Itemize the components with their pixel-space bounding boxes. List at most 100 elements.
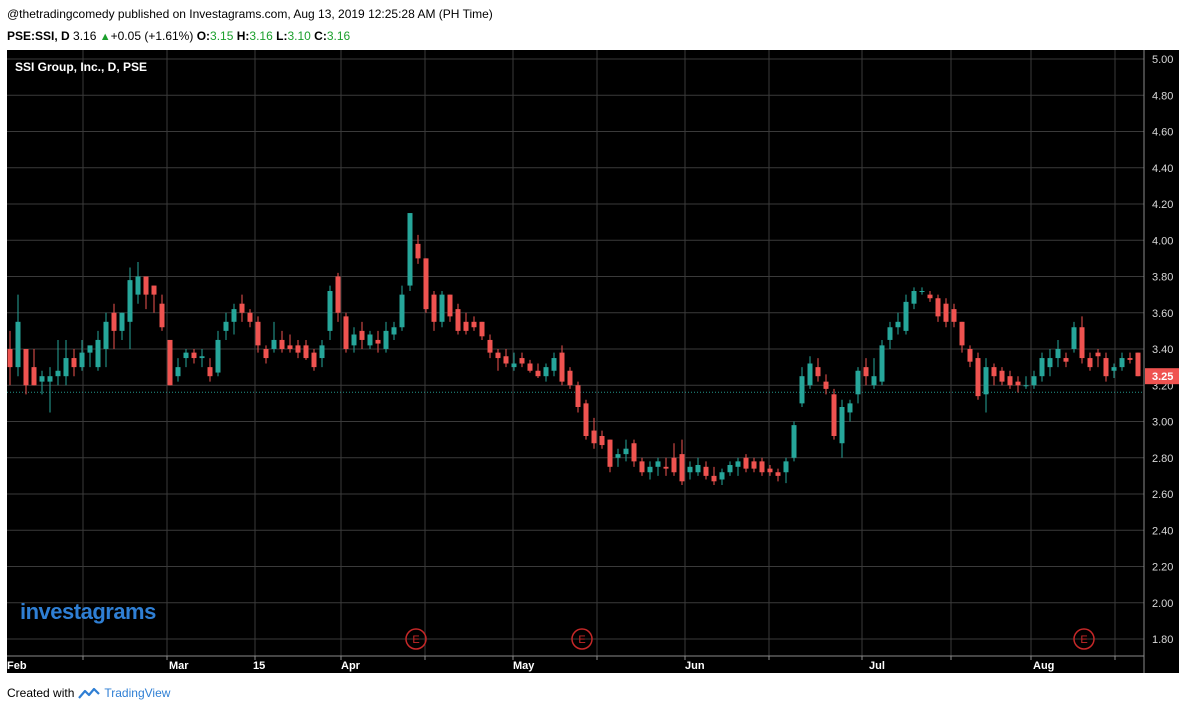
candle-body bbox=[223, 321, 229, 331]
y-tick-label: 2.00 bbox=[1152, 598, 1173, 610]
candle-body bbox=[735, 461, 741, 467]
y-tick-label: 1.80 bbox=[1152, 634, 1173, 646]
earnings-marker-label: E bbox=[1080, 634, 1087, 646]
candle-body bbox=[559, 352, 565, 382]
earnings-marker-icon bbox=[405, 628, 427, 650]
candle-body bbox=[199, 356, 205, 359]
current-price-label: 3.25 bbox=[1152, 371, 1173, 383]
candle-body bbox=[319, 345, 325, 359]
tradingview-logo-icon bbox=[78, 687, 101, 699]
candle-body bbox=[55, 370, 61, 377]
created-with-label: Created with bbox=[7, 686, 75, 700]
y-tick-label: 4.80 bbox=[1152, 90, 1173, 102]
candle-body bbox=[607, 439, 613, 467]
candle-body bbox=[175, 367, 181, 377]
candle-body bbox=[495, 352, 501, 359]
candle-body bbox=[703, 466, 709, 476]
candle-body bbox=[351, 334, 357, 346]
candle-body bbox=[95, 339, 101, 368]
candle-body bbox=[1023, 385, 1029, 387]
candle-body bbox=[1015, 381, 1021, 386]
candle-body bbox=[951, 309, 957, 322]
x-tick-label: Aug bbox=[1033, 660, 1054, 672]
candle-body bbox=[583, 403, 589, 436]
x-tick-label: Feb bbox=[7, 660, 27, 672]
earnings-marker-label: E bbox=[412, 634, 419, 646]
candle-body bbox=[287, 345, 293, 349]
candle-body bbox=[487, 339, 493, 353]
open-label: O: bbox=[196, 29, 211, 43]
candle-body bbox=[135, 276, 141, 295]
tradingview-link[interactable]: TradingView bbox=[104, 686, 171, 700]
low-label: L: bbox=[276, 29, 288, 43]
y-tick-label: 4.40 bbox=[1152, 163, 1173, 175]
candle-body bbox=[263, 349, 269, 359]
candle-body bbox=[879, 345, 885, 382]
candle-body bbox=[271, 339, 277, 349]
high-label: H: bbox=[236, 29, 250, 43]
candle-body bbox=[415, 243, 421, 259]
candle-body bbox=[575, 385, 581, 407]
candle-body bbox=[871, 376, 877, 386]
candle-body bbox=[295, 345, 301, 353]
candle-body bbox=[727, 465, 733, 473]
y-tick-label: 2.60 bbox=[1152, 489, 1173, 501]
candle-body bbox=[367, 334, 373, 346]
candle-body bbox=[463, 321, 469, 331]
candle-body bbox=[743, 457, 749, 469]
candle-body bbox=[903, 301, 909, 331]
change-value: +0.05 (+1.61%) bbox=[110, 29, 194, 43]
y-tick-label: 3.60 bbox=[1152, 308, 1173, 320]
candle-body bbox=[47, 376, 53, 382]
candle-body bbox=[759, 461, 765, 473]
high-value: 3.16 bbox=[249, 29, 273, 43]
candle-body bbox=[567, 370, 573, 386]
chart-area[interactable]: 5.00 4.80 4.60 4.40 4.20 4.00 3.80 3.60 3.40 3.20… bbox=[7, 50, 1179, 673]
candle-body bbox=[103, 321, 109, 349]
symbol-label: PSE:SSI, D bbox=[7, 29, 70, 43]
candle-body bbox=[343, 316, 349, 349]
candle-body bbox=[775, 472, 781, 476]
candle-body bbox=[671, 457, 677, 473]
candlestick-chart[interactable]: 5.004.804.604.404.204.003.803.603.403.20… bbox=[7, 50, 1179, 673]
candle-body bbox=[623, 448, 629, 455]
candle-body bbox=[839, 407, 845, 444]
low-value: 3.10 bbox=[287, 29, 311, 43]
candle-body bbox=[183, 352, 189, 359]
candle-body bbox=[751, 461, 757, 469]
candle-body bbox=[15, 321, 21, 368]
y-tick-label: 3.40 bbox=[1152, 344, 1173, 356]
candle-body bbox=[799, 376, 805, 404]
candle-body bbox=[983, 367, 989, 395]
candle-body bbox=[1063, 358, 1069, 362]
x-tick-label: Apr bbox=[341, 660, 361, 672]
candle-body bbox=[991, 367, 997, 377]
candle-body bbox=[815, 367, 821, 377]
candle-body bbox=[111, 312, 117, 331]
candle-body bbox=[63, 358, 69, 377]
last-price: 3.16 bbox=[73, 29, 97, 43]
candle-body bbox=[1111, 367, 1117, 371]
candle-body bbox=[823, 381, 829, 389]
candle-body bbox=[327, 291, 333, 331]
candle-body bbox=[1079, 327, 1085, 359]
candle-body bbox=[231, 309, 237, 322]
earnings-marker-label: E bbox=[578, 634, 585, 646]
footer: Created with TradingView bbox=[7, 686, 170, 700]
candle-body bbox=[311, 352, 317, 368]
y-tick-label: 4.20 bbox=[1152, 199, 1173, 211]
candle-body bbox=[239, 303, 245, 313]
close-label: C: bbox=[314, 29, 327, 43]
current-price-badge bbox=[1145, 368, 1179, 385]
y-tick-label: 2.20 bbox=[1152, 562, 1173, 574]
y-tick-label: 3.80 bbox=[1152, 272, 1173, 284]
candle-body bbox=[1031, 376, 1037, 386]
candle-body bbox=[1071, 327, 1077, 349]
candle-body bbox=[647, 466, 653, 473]
candle-body bbox=[719, 472, 725, 480]
earnings-marker-icon bbox=[571, 628, 593, 650]
candle-body bbox=[687, 466, 693, 473]
y-tick-label: 3.00 bbox=[1152, 417, 1173, 429]
candle-body bbox=[919, 291, 925, 292]
candle-body bbox=[119, 312, 125, 331]
